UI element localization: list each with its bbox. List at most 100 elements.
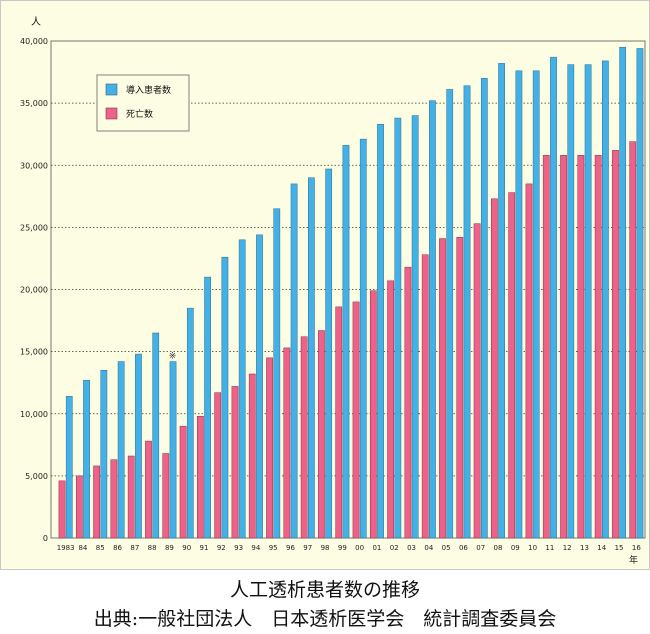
bar-intake [221,256,229,539]
legend-box [96,74,190,132]
bar-deaths [387,280,394,539]
x-tick-label: 00 [355,544,364,552]
bars [58,46,644,539]
x-tick-label: 14 [597,544,606,552]
x-tick-label: 05 [442,544,451,552]
bar-deaths [369,290,377,539]
bar-deaths [58,480,66,539]
chart-source: 出典:一般社団法人 日本透析医学会 統計調査委員会 [93,608,557,630]
bar-deaths [560,155,567,539]
x-tick-label: 16 [632,544,641,552]
legend-swatch-intake [105,83,118,96]
bar-deaths [421,254,429,539]
bar-intake [100,370,108,539]
bar-deaths [248,373,256,539]
bar-deaths [542,155,550,539]
y-tick-label: 0 [43,534,48,543]
bar-intake [498,63,505,539]
bar-intake [186,307,194,539]
x-axis-label: 年 [629,554,638,566]
x-tick-label: 90 [182,544,191,552]
bar-intake [429,100,436,539]
bar-deaths [214,392,222,539]
bar-deaths [335,306,343,539]
bar-deaths [439,238,446,539]
x-tick-label: 12 [563,544,572,552]
y-tick-label: 20,000 [20,286,48,295]
x-tick-label: 03 [407,544,416,552]
bar-intake [308,177,315,539]
legend-label-deaths: 死亡数 [126,108,153,120]
bar-intake [584,64,592,539]
x-tick-label: 93 [234,544,243,552]
x-tick-label: 02 [390,544,399,552]
x-tick-label: 85 [96,544,105,552]
bar-intake [567,64,575,539]
bar-deaths [318,330,325,539]
x-tick-label: 09 [511,544,520,552]
bar-intake [394,117,402,539]
bar-intake [204,276,211,539]
x-tick-label: 06 [459,544,468,552]
bar-deaths [594,155,602,539]
x-tick-label: 1983 [57,544,75,552]
y-tick-label: 35,000 [20,99,48,108]
bar-intake [83,379,90,539]
annotation-mark: ※ [169,352,177,362]
bar-intake [238,239,246,539]
x-tick-label: 13 [580,544,589,552]
x-axis-ticks: 1983 84 85 86 87 88 89 90 91 92 93 94 95 96 97 98 99 00 01… [57,544,642,552]
x-tick-label: 96 [286,544,295,552]
bar-deaths [456,237,464,539]
bar-intake [273,208,281,539]
legend-label-intake: 導入患者数 [126,84,171,96]
y-axis-label: 人 [31,16,41,28]
bar-intake [135,353,142,539]
x-tick-label: 92 [217,544,226,552]
bar-intake [325,168,333,539]
x-tick-label: 11 [545,544,554,552]
y-axis-ticks: 0 5,000 10,000 15,000 20,000 25,000 30,000 35,0… [20,37,48,543]
bar-deaths [75,475,83,539]
bar-deaths [145,440,152,539]
bar-deaths [404,266,412,539]
y-tick-label: 5,000 [25,472,48,481]
x-tick-label: 08 [494,544,503,552]
bar-intake [602,60,609,539]
bar-deaths [283,347,291,539]
y-tick-label: 15,000 [20,348,48,357]
bar-intake [619,46,627,539]
bar-intake [446,89,454,539]
bar-deaths [197,415,204,539]
chart-svg: 0 5,000 10,000 15,000 20,000 25,000 30,000 35,0… [20,16,646,566]
bar-intake [480,78,488,539]
x-tick-label: 89 [165,544,174,552]
bar-intake [550,56,557,539]
bar-deaths [266,357,273,539]
bar-deaths [162,453,170,539]
x-tick-label: 98 [321,544,330,552]
bar-intake [359,138,367,539]
bar-deaths [525,183,533,539]
bar-deaths [300,336,308,539]
bar-intake [169,361,177,539]
y-tick-label: 10,000 [20,410,48,419]
bar-intake [463,85,471,539]
x-tick-label: 84 [78,544,87,552]
x-tick-label: 91 [200,544,209,552]
bar-deaths [612,150,619,539]
y-tick-label: 25,000 [20,223,48,232]
x-tick-label: 88 [148,544,157,552]
x-tick-label: 10 [528,544,537,552]
x-tick-label: 07 [476,544,485,552]
bar-intake [290,183,298,539]
bar-deaths [352,301,360,539]
legend: 導入患者数 死亡数 [96,74,190,132]
bar-intake [256,234,263,539]
x-tick-label: 87 [130,544,139,552]
chart-frame: 0 5,000 10,000 15,000 20,000 25,000 30,000 35,0… [0,0,650,570]
bar-intake [342,145,350,539]
x-tick-label: 15 [615,544,624,552]
y-tick-label: 30,000 [20,161,48,170]
bar-intake [152,332,160,539]
